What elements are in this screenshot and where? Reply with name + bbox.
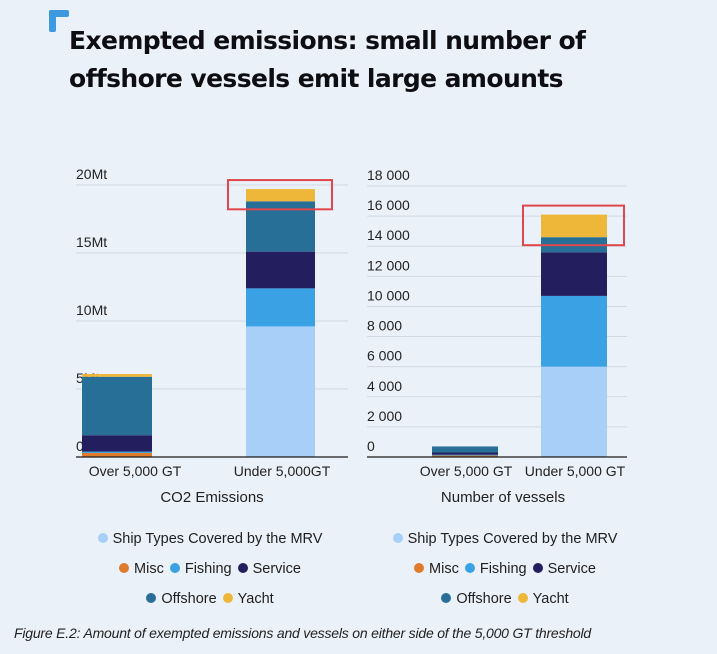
- bar-segment-offshore: [432, 446, 498, 453]
- x-axis-title: CO2 Emissions: [160, 489, 263, 506]
- bar-segment-fishing: [82, 451, 152, 453]
- x-category-label: Under 5,000GT: [234, 463, 331, 479]
- legend-item[interactable]: Ship Types Covered by the MRV: [392, 524, 618, 554]
- legend-item[interactable]: Misc: [119, 554, 164, 584]
- legend-vessels: Ship Types Covered by the MRV Misc Fishing…: [355, 524, 655, 614]
- legend-item[interactable]: Yacht: [517, 584, 569, 614]
- y-tick-label: 2 000: [367, 408, 402, 424]
- y-tick-label: 8 000: [367, 318, 402, 334]
- legend-dot-icon: [392, 533, 403, 543]
- legend-dot-icon: [169, 563, 180, 573]
- y-tick-label: 10 000: [367, 287, 410, 303]
- y-tick-label: 10Mt: [76, 302, 107, 318]
- legend-row: Misc Fishing Service: [355, 554, 655, 584]
- highlight-box: [227, 179, 333, 211]
- legend-label: Yacht: [532, 591, 569, 607]
- y-tick-label: 0: [76, 438, 84, 454]
- legend-row: Ship Types Covered by the MRV: [355, 524, 655, 554]
- x-category-label: Over 5,000 GT: [420, 463, 513, 479]
- legend-row: Misc Fishing Service: [60, 554, 360, 584]
- legend-dot-icon: [97, 533, 108, 543]
- legend-label: Ship Types Covered by the MRV: [112, 531, 323, 547]
- bar-segment-ship-types-covered-by-the-mrv: [246, 326, 315, 457]
- legend-label: Misc: [429, 561, 459, 577]
- legend-dot-icon: [532, 563, 543, 573]
- legend-label: Offshore: [456, 591, 512, 607]
- bar-segment-fishing: [541, 295, 607, 367]
- legend-dot-icon: [237, 563, 248, 573]
- bar-segment-service: [82, 435, 152, 452]
- bar-segment-fishing: [432, 454, 498, 456]
- x-category-label: Over 5,000 GT: [89, 463, 182, 479]
- bar-segment-ship-types-covered-by-the-mrv: [541, 366, 607, 457]
- legend-dot-icon: [517, 593, 528, 603]
- legend-item[interactable]: Fishing: [169, 554, 232, 584]
- bar-segment-yacht: [82, 374, 152, 377]
- legend-row: Offshore Yacht: [60, 584, 360, 614]
- legend-item[interactable]: Ship Types Covered by the MRV: [97, 524, 323, 554]
- legend-item[interactable]: Yacht: [222, 584, 274, 614]
- legend-label: Service: [252, 561, 301, 577]
- bar-segment-misc: [82, 452, 152, 457]
- legend-label: Yacht: [237, 591, 274, 607]
- legend-label: Ship Types Covered by the MRV: [407, 531, 618, 547]
- y-tick-label: 12 000: [367, 257, 410, 273]
- legend-dot-icon: [222, 593, 233, 603]
- x-category-label: Under 5,000 GT: [525, 463, 626, 479]
- legend-row: Offshore Yacht: [355, 584, 655, 614]
- bar-segment-service: [432, 452, 498, 455]
- y-tick-label: 4 000: [367, 378, 402, 394]
- legend-label: Offshore: [161, 591, 217, 607]
- legend-item[interactable]: Service: [237, 554, 301, 584]
- bar-segment-service: [541, 252, 607, 296]
- y-tick-label: 16 000: [367, 197, 410, 213]
- page-title: Exempted emissions: small number of offs…: [69, 26, 586, 93]
- x-axis-title: Number of vessels: [441, 489, 565, 506]
- y-tick-label: 0: [367, 438, 375, 454]
- legend-item[interactable]: Misc: [414, 554, 459, 584]
- legend-item[interactable]: Offshore: [441, 584, 512, 614]
- legend-label: Service: [547, 561, 596, 577]
- y-tick-label: 18 000: [367, 167, 410, 183]
- y-tick-label: 6 000: [367, 348, 402, 364]
- legend-label: Misc: [134, 561, 164, 577]
- bar-segment-misc: [432, 455, 498, 457]
- y-tick-label: 14 000: [367, 227, 410, 243]
- legend-item[interactable]: Offshore: [146, 584, 217, 614]
- bar-segment-service: [246, 251, 315, 289]
- bar-segment-yacht: [541, 214, 607, 238]
- figure-caption: Figure E.2: Amount of exempted emissions…: [14, 625, 591, 641]
- highlight-box: [522, 204, 625, 247]
- bar-segment-offshore: [82, 376, 152, 436]
- y-tick-label: 20Mt: [76, 166, 107, 182]
- legend-dot-icon: [441, 593, 452, 603]
- legend-item[interactable]: Service: [532, 554, 596, 584]
- bar-segment-yacht: [246, 189, 315, 202]
- legend-item[interactable]: Fishing: [464, 554, 527, 584]
- bar-segment-fishing: [246, 288, 315, 327]
- y-tick-label: 15Mt: [76, 234, 107, 250]
- legend-label: Fishing: [184, 561, 232, 577]
- legend-label: Fishing: [479, 561, 527, 577]
- legend-co2: Ship Types Covered by the MRV Misc Fishing…: [60, 524, 360, 614]
- title-accent-corner: [49, 10, 69, 32]
- legend-dot-icon: [464, 563, 475, 573]
- legend-row: Ship Types Covered by the MRV: [60, 524, 360, 554]
- legend-dot-icon: [119, 563, 130, 573]
- legend-dot-icon: [146, 593, 157, 603]
- legend-dot-icon: [414, 563, 425, 573]
